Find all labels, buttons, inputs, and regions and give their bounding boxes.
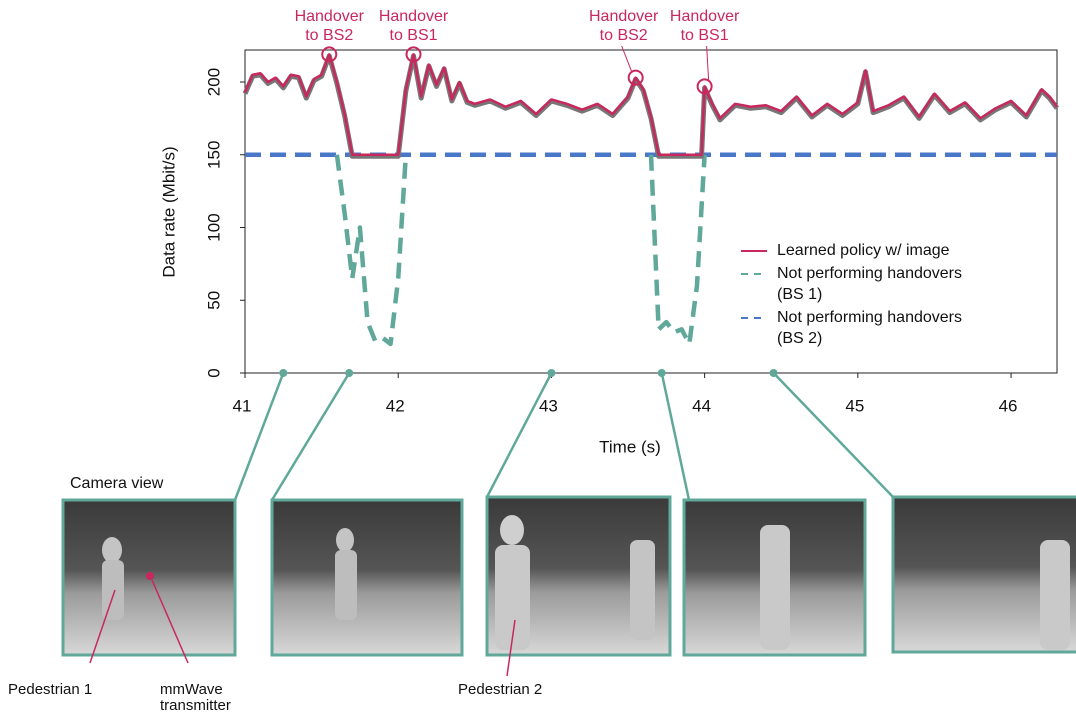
annotation-text: Handover (589, 8, 659, 25)
series-line (243, 53, 1058, 157)
snapshot-marker (769, 369, 778, 377)
legend-label: Not performing handovers (BS 2) (777, 309, 962, 347)
x-tick-label: 41 (233, 396, 252, 415)
pointer (151, 579, 189, 664)
snapshot-marker (279, 369, 288, 377)
legend-label: Learned policy w/ image (777, 242, 950, 259)
x-tick-label: 42 (386, 396, 405, 415)
legend-swatch (741, 273, 767, 275)
snapshot-marker (657, 369, 666, 377)
annotation-text: to BS2 (600, 27, 648, 44)
x-axis-label: Time (s) (599, 437, 661, 456)
pointer (506, 619, 516, 677)
annotation-marker (696, 78, 713, 95)
transmitter-label-line: transmitter (160, 697, 231, 714)
annotation-pointer (706, 45, 710, 81)
series-line (334, 154, 409, 347)
legend-label: Not performing handovers (BS 1) (777, 265, 962, 303)
pedestrian (760, 525, 790, 650)
pedestrian (1040, 540, 1070, 650)
pedestrian (500, 515, 524, 545)
plot-frame (244, 49, 1058, 374)
camera-frame (270, 498, 464, 657)
snapshot-link (772, 372, 894, 498)
transmitter-dot (146, 572, 154, 580)
x-tick-label: 46 (999, 396, 1018, 415)
legend-entry: Learned policy w/ image (737, 240, 1037, 261)
annotation-text: Handover (670, 8, 740, 25)
pedestrian (336, 528, 354, 552)
snapshot-link (485, 372, 553, 498)
y-tick-label: 150 (204, 141, 223, 169)
series-line (648, 154, 707, 347)
series-shadow (242, 53, 1059, 159)
x-tick-label: 43 (539, 396, 558, 415)
annotation-marker (627, 69, 644, 86)
legend-entry: Not performing handovers (BS 2) (737, 307, 1037, 349)
camera-frames (61, 495, 1076, 677)
y-tick-label: 0 (204, 368, 223, 377)
legend: Learned policy w/ image Not performing ha… (737, 240, 1037, 351)
pedestrian-label: Pedestrian 2 (458, 681, 543, 698)
snapshot-link (270, 372, 351, 501)
legend-swatch (741, 250, 767, 252)
pedestrian-label: Pedestrian 1 (8, 681, 93, 698)
annotation-marker (321, 46, 338, 63)
snapshot-marker (345, 369, 354, 377)
legend-entry: Not performing handovers (BS 1) (737, 263, 1037, 305)
annotation-text: to BS1 (390, 27, 438, 44)
pedestrian (495, 545, 530, 650)
y-tick-label: 100 (204, 213, 223, 241)
pedestrian (102, 537, 122, 563)
annotation-text: Handover (295, 8, 365, 25)
snapshot-link (660, 372, 691, 501)
snapshot-link (233, 372, 285, 501)
y-axis-label: Data rate (Mbit/s) (159, 146, 178, 277)
snapshot-marker (547, 369, 556, 377)
legend-swatch (741, 317, 767, 319)
pedestrian (102, 560, 124, 620)
x-tick-label: 45 (845, 396, 864, 415)
annotation-text: Handover (379, 8, 449, 25)
annotation-marker (405, 46, 422, 63)
transmitter-label-line: mmWave (160, 681, 223, 698)
annotation-text: to BS1 (681, 27, 729, 44)
annotation-pointer (621, 45, 633, 72)
y-tick-label: 200 (204, 68, 223, 96)
pedestrian (335, 550, 357, 620)
pointer (89, 589, 116, 664)
annotation-text: to BS2 (305, 27, 353, 44)
camera-title: Camera view (70, 475, 164, 492)
transmitter-label: mmWave transmitter (160, 682, 231, 714)
y-tick-label: 50 (204, 291, 223, 310)
pedestrian (630, 540, 655, 640)
x-tick-label: 44 (692, 396, 711, 415)
